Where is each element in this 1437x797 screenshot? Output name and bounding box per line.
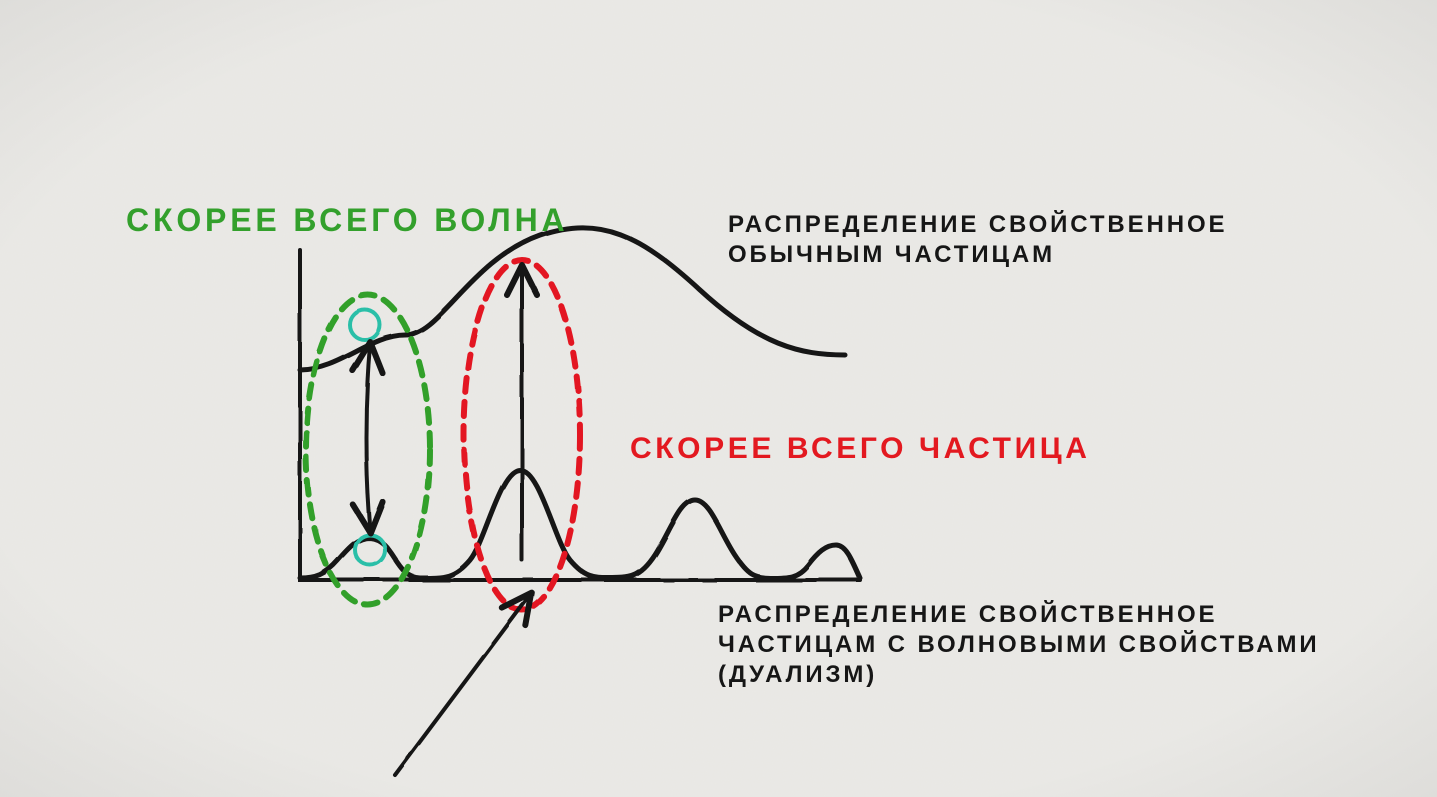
height-double-arrow [366, 345, 370, 530]
label-ordinary-dist: РАСПРЕДЕЛЕНИЕ СВОЙСТВЕННОЕ ОБЫЧНЫМ ЧАСТИ… [728, 210, 1227, 270]
pointer-arrow [395, 595, 530, 775]
label-particle-title: СКОРЕЕ ВСЕГО ЧАСТИЦА [630, 430, 1091, 468]
teal-marker-top [350, 310, 380, 340]
label-wave-title: СКОРЕЕ ВСЕГО ВОЛНА [126, 200, 569, 240]
label-wave-dist: РАСПРЕДЕЛЕНИЕ СВОЙСТВЕННОЕ ЧАСТИЦАМ С ВО… [718, 600, 1320, 690]
